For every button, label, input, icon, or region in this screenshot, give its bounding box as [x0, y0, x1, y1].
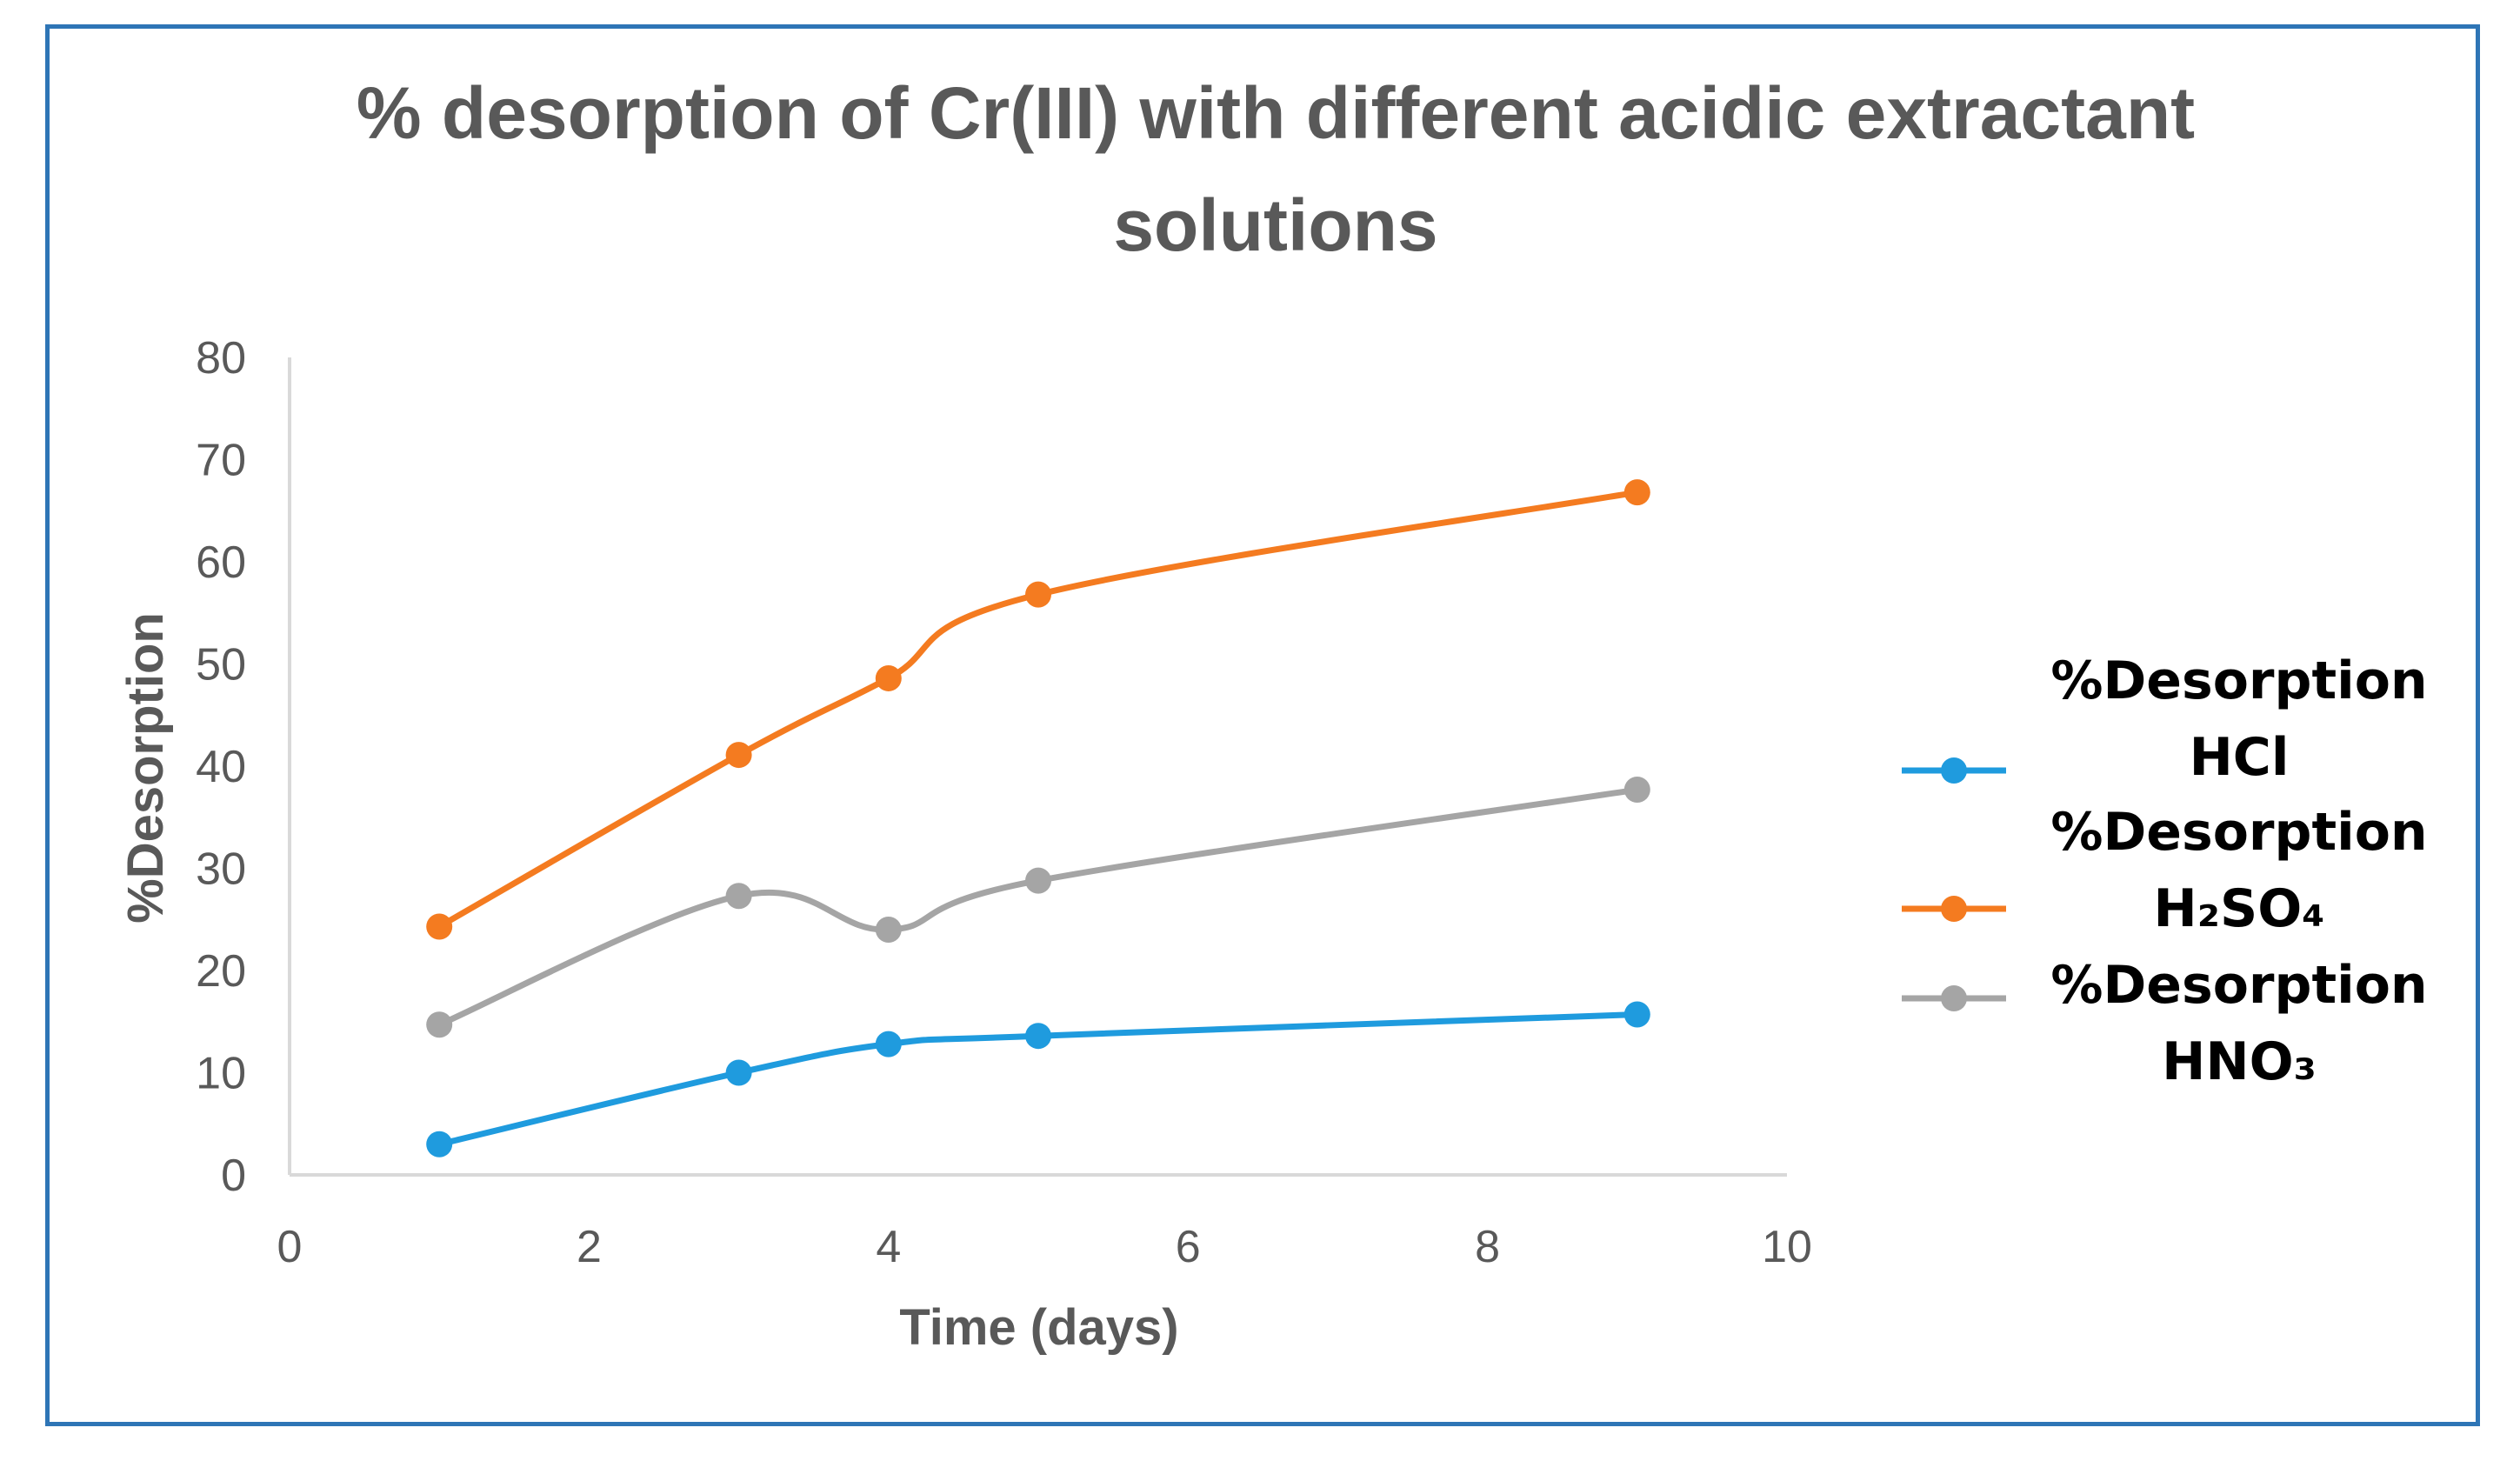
chart-frame: % desorption of Cr(III) with different a… [45, 24, 2480, 1426]
series-line-2 [436, 489, 1641, 930]
legend-label-line-2: HCl [2190, 727, 2290, 788]
series-2-point-2 [725, 742, 752, 769]
series-2-point-1 [426, 913, 453, 940]
x-tick-label-2: 2 [577, 1222, 602, 1272]
series-1 [426, 1001, 1650, 1157]
x-axis-label: Time (days) [899, 1299, 1178, 1356]
legend-label-line-2: HNO₃ [2162, 1031, 2317, 1092]
x-tick-label-0: 0 [277, 1222, 303, 1272]
legend-swatch-marker-2 [1941, 896, 1967, 922]
y-tick-label-40: 40 [196, 742, 246, 792]
y-tick-label-50: 50 [196, 640, 246, 690]
series-2-point-3 [875, 664, 902, 691]
y-axis-label: %Desorption [117, 612, 174, 924]
legend-swatch-marker-1 [1941, 757, 1967, 784]
chart-svg: % desorption of Cr(III) with different a… [117, 72, 2428, 1356]
legend-entry-1: %Desorption HCl [1902, 650, 2428, 788]
series-1-point-5 [1623, 1001, 1650, 1028]
series-line-3 [436, 786, 1641, 1028]
series-2-point-5 [1623, 479, 1650, 506]
y-tick-label-20: 20 [196, 946, 246, 997]
legend-label-line-2: H₂SO₄ [2154, 878, 2325, 939]
x-tick-label-4: 4 [876, 1222, 901, 1272]
x-tick-label-10: 10 [1762, 1222, 1812, 1272]
series-2-point-4 [1025, 581, 1051, 608]
y-tick-label-60: 60 [196, 537, 246, 588]
series-3-point-3 [875, 917, 902, 943]
legend-entry-3: %Desorption HNO₃ [1902, 955, 2428, 1092]
series-3-point-5 [1623, 777, 1650, 804]
legend-label-line-1: %Desorption [2050, 650, 2427, 711]
series-line-1 [436, 1011, 1641, 1148]
y-tick-label-0: 0 [221, 1151, 246, 1201]
chart-title-line-1: % desorption of Cr(III) with different a… [357, 72, 2195, 154]
x-tick-label-8: 8 [1475, 1222, 1500, 1272]
legend-label-line-1: %Desorption [2050, 802, 2427, 863]
x-axis-ticks: 0 2 4 6 8 10 [277, 1222, 1812, 1272]
chart-title-line-2: solutions [1113, 184, 1437, 266]
series-3-point-2 [725, 883, 752, 910]
series-1-point-1 [426, 1131, 453, 1157]
legend-swatch-marker-3 [1941, 985, 1967, 1011]
x-tick-label-6: 6 [1176, 1222, 1201, 1272]
y-tick-label-10: 10 [196, 1049, 246, 1099]
y-tick-label-30: 30 [196, 844, 246, 895]
legend: %DesorptionHCl%DesorptionH₂SO₄%Desorptio… [1902, 650, 2428, 1092]
series-1-point-3 [875, 1031, 902, 1057]
series-3 [426, 777, 1650, 1038]
legend-label-line-1: %Desorption [2050, 955, 2427, 1016]
series-3-point-4 [1025, 867, 1051, 894]
y-axis-ticks: 0 10 20 30 40 50 60 70 80 [196, 333, 246, 1201]
series-layer [426, 479, 1650, 1157]
series-3-point-1 [426, 1011, 453, 1038]
y-tick-label-70: 70 [196, 436, 246, 486]
series-1-point-2 [725, 1059, 752, 1086]
legend-entry-2: %Desorption H₂SO₄ [1902, 802, 2428, 939]
y-tick-label-80: 80 [196, 333, 246, 384]
series-1-point-4 [1025, 1023, 1051, 1050]
series-2 [426, 479, 1650, 940]
